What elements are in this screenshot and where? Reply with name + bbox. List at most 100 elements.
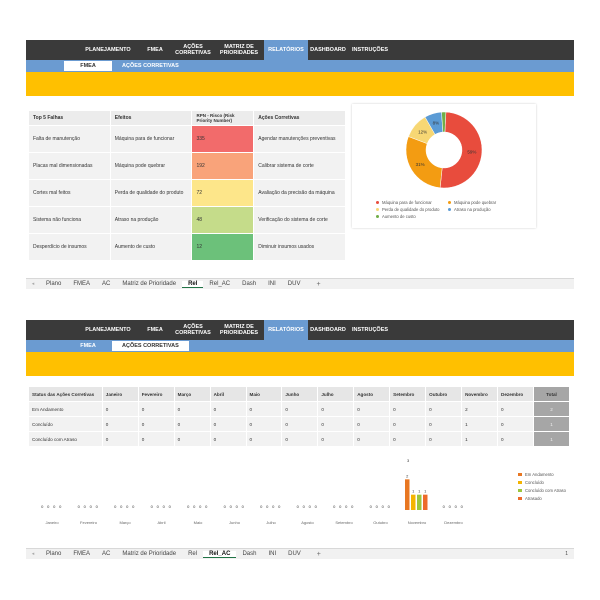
nav-instrucoes[interactable]: INSTRUÇÕES — [351, 47, 389, 53]
add-sheet-button[interactable]: + — [316, 280, 321, 288]
subtab-fmea[interactable]: FMEA — [64, 61, 112, 71]
legend-label: Perda de qualidade do produto — [382, 207, 440, 212]
sheet-tab[interactable]: Dash — [242, 551, 257, 557]
nav-acoes-corretivas[interactable]: AÇÕES CORRETIVAS — [175, 324, 211, 336]
sheet-tab[interactable]: Matriz de Prioridade — [122, 281, 177, 287]
x-tick-label: Abril — [157, 520, 165, 525]
bar-value-label: 0 — [382, 504, 385, 509]
sheet-tab[interactable]: Dash — [242, 281, 257, 287]
status-header-cell: Julho — [317, 386, 355, 402]
sheet-tab[interactable]: FMEA — [73, 551, 91, 557]
pie-slice-label: 12% — [418, 129, 427, 134]
total-cell: 2 — [532, 401, 571, 417]
month-value-cell: 0 — [425, 416, 463, 432]
bar-value-label: 0 — [126, 504, 129, 509]
sheet-tab[interactable]: AC — [102, 281, 111, 287]
action-cell: Verificação do sistema de corte — [253, 206, 346, 234]
sheet-tab[interactable]: Rel_AC — [203, 550, 237, 558]
bar-value-label: 0 — [388, 504, 391, 509]
month-value-cell: 1 — [461, 416, 499, 432]
action-cell: Avaliação da precisão da máquina — [253, 179, 346, 207]
bar-value-label: 0 — [455, 504, 458, 509]
bar-value-label: 0 — [53, 504, 56, 509]
legend-swatch — [518, 497, 522, 500]
bar-value-label: 0 — [449, 504, 452, 509]
month-value-cell: 0 — [245, 416, 283, 432]
month-value-cell: 0 — [101, 431, 139, 447]
sheet-tab[interactable]: AC — [102, 551, 111, 557]
month-value-cell: 1 — [461, 431, 499, 447]
nav-matriz-prioridades[interactable]: MATRIZ DE PRIORIDADES — [219, 324, 259, 336]
bar-value-label: 0 — [78, 504, 81, 509]
legend-label: Atraso na produção — [454, 207, 491, 212]
banner-bar — [26, 72, 574, 96]
x-tick-label: Novembro — [408, 520, 427, 525]
month-value-cell: 0 — [389, 431, 427, 447]
nav-planejamento[interactable]: PLANEJAMENTO — [85, 47, 131, 53]
subtab-fmea[interactable]: FMEA — [80, 343, 96, 349]
month-value-cell: 0 — [497, 401, 534, 417]
status-header-cell: Agosto — [353, 386, 391, 402]
nav-fmea[interactable]: FMEA — [147, 327, 163, 333]
effect-cell: Atraso na produção — [109, 206, 193, 234]
month-value-cell: 0 — [281, 431, 319, 447]
table-row: Falta de manutenção Máquina para de funci… — [28, 125, 346, 153]
legend-swatch — [376, 215, 379, 218]
sheet-tab[interactable]: Rel_AC — [209, 281, 231, 287]
legend-label: Máquina para de funcionar — [382, 200, 432, 205]
rpn-cell: 48 — [191, 206, 255, 234]
legend-item: Atraso na produção — [448, 207, 520, 212]
nav-dashboard[interactable]: DASHBOARD — [310, 47, 346, 53]
nav-relatorios[interactable]: RELATÓRIOS — [264, 320, 308, 340]
bar-value-label: 0 — [376, 504, 379, 509]
subtab-acoes-corretivas[interactable]: AÇÕES CORRETIVAS — [112, 341, 189, 351]
pie-slice — [439, 111, 483, 189]
bar-value-label: 0 — [84, 504, 87, 509]
table-row: Sistema não funciona Atraso na produção 48… — [28, 206, 346, 234]
nav-planejamento[interactable]: PLANEJAMENTO — [85, 327, 131, 333]
pie-legend: Máquina para de funcionar Máquina pode qu… — [376, 200, 526, 221]
table-row: Desperdício de insumos Aumento de custo 12… — [28, 233, 346, 261]
bar-value-label: 0 — [132, 504, 135, 509]
failure-cell: Falta de manutenção — [28, 125, 111, 153]
sheet-tab[interactable]: INI — [268, 281, 276, 287]
scroll-left-icon[interactable]: ◂ — [31, 281, 35, 287]
month-value-cell: 0 — [281, 401, 319, 417]
sheet-tab[interactable]: DUV — [287, 281, 301, 287]
sheet-tab-bar-bottom: ◂ Plano FMEA AC Matriz de Prioridade Rel Rel_A… — [26, 548, 574, 559]
nav-matriz-prioridades[interactable]: MATRIZ DE PRIORIDADES — [219, 44, 259, 56]
sheet-tab[interactable]: DUV — [288, 551, 301, 557]
total-cell: 1 — [532, 416, 571, 432]
month-value-cell: 0 — [389, 401, 427, 417]
scroll-left-icon[interactable]: ◂ — [31, 551, 35, 557]
acoes-report-panel: PLANEJAMENTO FMEA AÇÕES CORRETIVAS MATRI… — [26, 320, 574, 376]
legend-item: Perda de qualidade do produto — [376, 207, 448, 212]
month-value-cell: 0 — [173, 431, 211, 447]
nav-acoes-corretivas[interactable]: AÇÕES CORRETIVAS — [175, 44, 211, 56]
subtab-acoes-corretivas[interactable]: AÇÕES CORRETIVAS — [122, 63, 179, 69]
sheet-tab[interactable]: Rel — [182, 280, 204, 288]
nav-dashboard[interactable]: DASHBOARD — [310, 327, 346, 333]
sheet-tab-bar-top: ◂ Plano FMEA AC Matriz de Prioridade Rel Rel_A… — [26, 278, 574, 289]
add-sheet-button[interactable]: + — [316, 550, 321, 558]
top-navigation: PLANEJAMENTO FMEA AÇÕES CORRETIVAS MATRI… — [26, 40, 574, 60]
sheet-tab[interactable]: Matriz de Prioridade — [122, 551, 177, 557]
legend-label: Em Andamento — [525, 472, 554, 477]
month-value-cell: 0 — [209, 416, 247, 432]
bar-value-label: 0 — [278, 504, 281, 509]
effect-cell: Máquina pode quebrar — [109, 152, 193, 180]
status-header-cell: Outubro — [425, 386, 463, 402]
sheet-tab[interactable]: Plano — [46, 551, 62, 557]
sheet-tab[interactable]: Rel — [188, 551, 198, 557]
sheet-tab[interactable]: INI — [268, 551, 277, 557]
action-cell: Diminuir insumos usados — [253, 233, 346, 261]
nav-relatorios[interactable]: RELATÓRIOS — [264, 40, 308, 60]
nav-fmea[interactable]: FMEA — [147, 47, 163, 53]
rpn-cell: 72 — [191, 179, 255, 207]
action-cell: Agendar manutenções preventivas — [253, 125, 346, 153]
bar-value-label: 0 — [266, 504, 269, 509]
sheet-tab[interactable]: FMEA — [73, 281, 91, 287]
nav-instrucoes[interactable]: INSTRUÇÕES — [351, 327, 389, 333]
header-top5: Top 5 Falhas — [28, 110, 111, 126]
sheet-tab[interactable]: Plano — [46, 281, 62, 287]
